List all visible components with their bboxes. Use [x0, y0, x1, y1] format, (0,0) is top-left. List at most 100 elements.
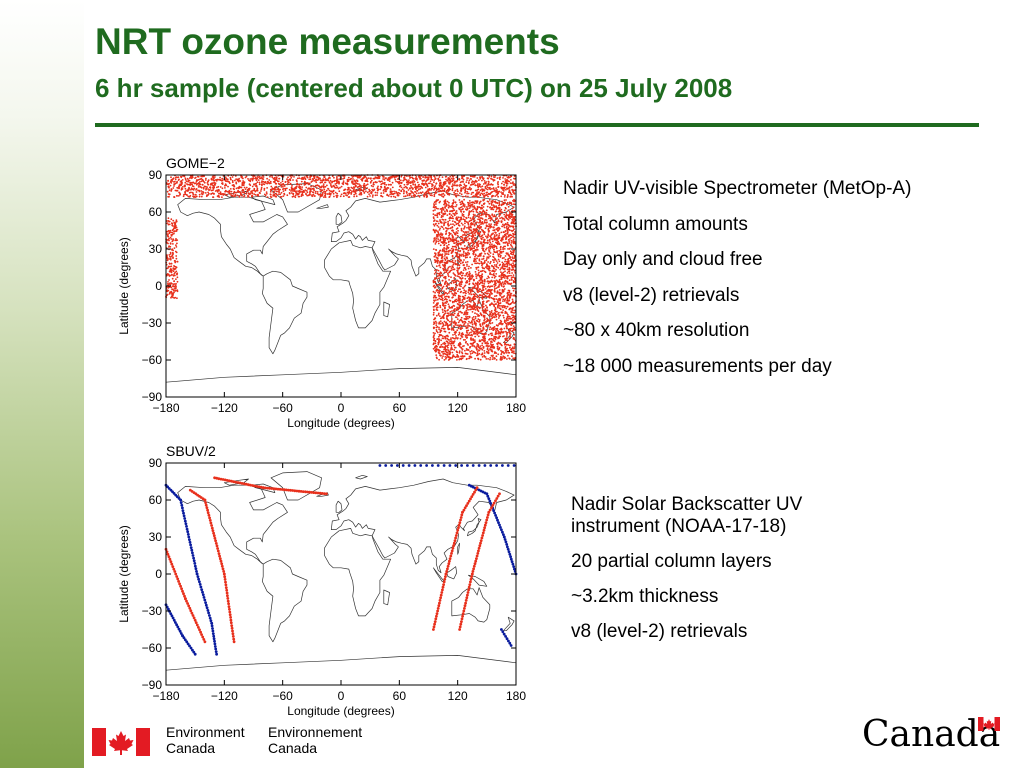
data-point — [272, 181, 275, 183]
data-point — [325, 189, 328, 192]
data-point — [447, 335, 449, 338]
data-point — [449, 265, 451, 268]
data-point — [459, 216, 462, 219]
data-point — [371, 188, 374, 191]
data-point — [171, 240, 174, 243]
data-point — [340, 193, 343, 196]
data-point — [218, 192, 220, 195]
data-point — [415, 178, 417, 181]
data-point — [193, 196, 195, 199]
data-point — [463, 289, 466, 292]
data-point — [473, 195, 476, 197]
data-point — [417, 185, 420, 188]
data-point — [255, 179, 258, 182]
data-point — [471, 175, 474, 178]
data-point — [434, 342, 437, 345]
data-point — [170, 262, 173, 265]
data-point — [435, 322, 438, 324]
data-point — [497, 195, 499, 198]
data-point — [486, 277, 488, 280]
data-point — [397, 191, 400, 194]
data-point — [468, 280, 471, 283]
data-point — [488, 310, 491, 313]
data-point — [467, 216, 470, 219]
data-point — [455, 286, 457, 289]
data-point — [513, 294, 515, 296]
data-point — [175, 230, 178, 232]
data-point — [224, 190, 226, 193]
data-point — [433, 349, 436, 352]
data-point — [511, 301, 514, 303]
data-point — [269, 193, 272, 196]
data-point — [451, 254, 454, 257]
data-point — [172, 270, 175, 273]
data-point — [468, 315, 471, 318]
data-point — [436, 338, 439, 341]
data-point — [284, 189, 287, 192]
data-point — [365, 184, 368, 186]
data-point — [466, 231, 468, 233]
data-point — [462, 224, 464, 226]
data-point — [464, 195, 467, 198]
data-point — [483, 250, 486, 253]
data-point — [432, 302, 435, 304]
data-point — [447, 295, 450, 298]
data-point — [501, 344, 503, 347]
data-point — [484, 252, 486, 255]
data-point — [458, 350, 461, 353]
data-point — [176, 276, 179, 279]
data-point — [497, 220, 500, 223]
data-point — [311, 194, 313, 196]
data-point — [261, 176, 263, 178]
data-point — [502, 177, 504, 179]
data-point — [346, 178, 349, 181]
data-point — [272, 195, 275, 197]
data-point — [251, 195, 253, 197]
data-point — [299, 187, 301, 190]
data-point — [431, 183, 434, 186]
data-point — [228, 191, 230, 194]
data-point — [299, 185, 301, 188]
data-point — [209, 186, 212, 189]
data-point — [489, 206, 491, 209]
data-point — [483, 350, 486, 352]
data-point — [503, 209, 506, 212]
data-point — [487, 253, 490, 256]
data-point — [491, 288, 493, 291]
data-point — [348, 191, 351, 194]
data-point — [504, 255, 507, 257]
data-point — [410, 186, 413, 189]
data-point — [340, 185, 343, 188]
data-point — [467, 235, 469, 238]
data-point — [493, 259, 495, 262]
data-point — [321, 181, 323, 184]
data-point — [466, 275, 469, 278]
data-point — [486, 258, 488, 260]
data-point — [482, 326, 485, 329]
data-point — [440, 295, 443, 297]
data-point — [169, 255, 171, 258]
data-point — [510, 179, 512, 181]
data-point — [466, 263, 468, 266]
data-point — [438, 211, 441, 214]
data-point — [403, 195, 405, 198]
data-point — [437, 238, 440, 240]
data-point — [286, 178, 288, 180]
data-point — [489, 357, 492, 359]
data-point — [478, 282, 481, 285]
data-point — [173, 247, 176, 249]
data-point — [503, 184, 505, 186]
data-point — [504, 349, 507, 351]
data-point — [479, 189, 482, 192]
data-point — [211, 182, 214, 185]
data-point — [495, 247, 498, 250]
data-point — [167, 217, 170, 220]
data-point — [436, 298, 439, 301]
data-point — [485, 329, 488, 332]
data-point — [499, 332, 502, 335]
data-point — [445, 357, 447, 360]
data-point — [239, 186, 241, 189]
data-point — [355, 182, 358, 185]
data-point — [175, 238, 177, 240]
data-point — [460, 239, 462, 242]
